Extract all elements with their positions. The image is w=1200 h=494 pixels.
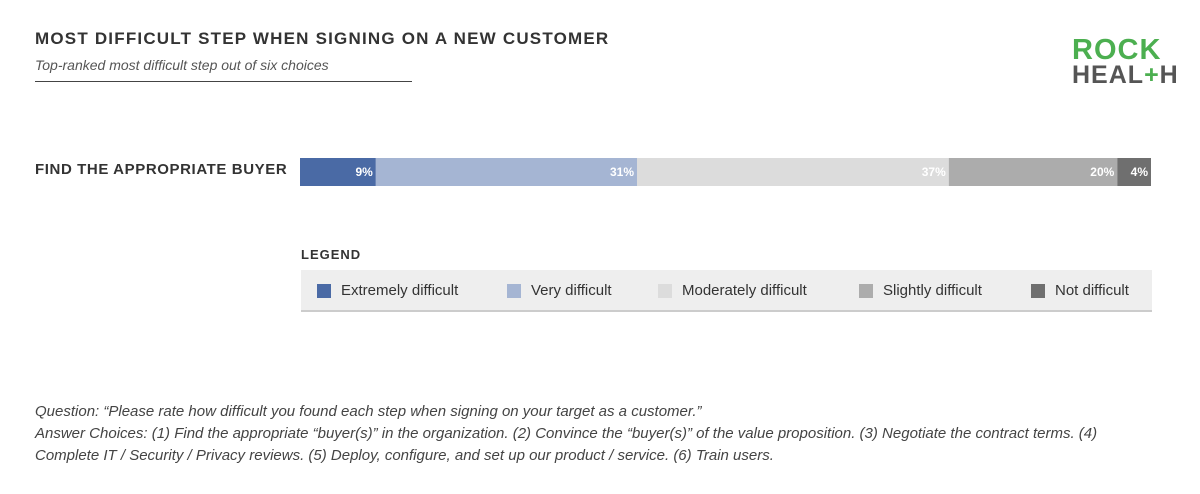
bar-segment-extremely-difficult xyxy=(300,158,376,186)
bar-segment-very-difficult xyxy=(375,158,638,186)
logo-line-1: ROCK xyxy=(1072,34,1162,66)
legend-item-slightly-difficult: Slightly difficult xyxy=(859,282,982,299)
legend-swatch xyxy=(507,283,521,298)
logo-plus-icon: + xyxy=(1144,61,1160,89)
title-divider xyxy=(35,81,412,82)
rock-health-logo: ROCK HEAL+H xyxy=(1072,36,1179,88)
data-label-slightly-difficult: 20% xyxy=(1090,165,1114,179)
footnote-answer-choices: Answer Choices: (1) Find the appropriate… xyxy=(35,425,1098,464)
legend: Extremely difficult Very difficult Moder… xyxy=(301,270,1152,312)
legend-label: Slightly difficult xyxy=(883,282,982,299)
data-label-not-difficult: 4% xyxy=(1131,165,1149,179)
stacked-bar-chart: 9% 31% 37% 20% 4% xyxy=(300,158,1151,186)
legend-item-very-difficult: Very difficult xyxy=(507,282,612,299)
legend-swatch xyxy=(859,283,873,298)
data-label-very-difficult: 31% xyxy=(610,165,634,179)
legend-label: Very difficult xyxy=(531,282,612,299)
chart-title: MOST DIFFICULT STEP WHEN SIGNING ON A NE… xyxy=(35,29,610,48)
data-label-extremely-difficult: 9% xyxy=(355,165,373,179)
legend-swatch xyxy=(658,283,672,298)
legend-swatch xyxy=(317,283,331,298)
legend-item-moderately-difficult: Moderately difficult xyxy=(658,282,807,299)
bar-segment-not-difficult xyxy=(1117,158,1151,186)
legend-label: Not difficult xyxy=(1055,282,1129,299)
logo-line-2: HEAL+H xyxy=(1072,61,1179,89)
data-label-moderately-difficult: 37% xyxy=(922,165,946,179)
chart-subtitle: Top-ranked most difficult step out of si… xyxy=(35,57,329,73)
bar-segment-moderately-difficult xyxy=(637,158,949,186)
category-label: FIND THE APPROPRIATE BUYER xyxy=(35,161,288,178)
legend-label: Extremely difficult xyxy=(341,282,459,299)
legend-item-not-difficult: Not difficult xyxy=(1031,282,1129,299)
legend-label: Moderately difficult xyxy=(682,282,807,299)
legend-item-extremely-difficult: Extremely difficult xyxy=(317,282,458,299)
footnote-question: Question: “Please rate how difficult you… xyxy=(35,403,702,420)
legend-swatch xyxy=(1031,283,1045,298)
legend-title: LEGEND xyxy=(301,247,362,262)
bar-segment-slightly-difficult xyxy=(948,158,1118,186)
